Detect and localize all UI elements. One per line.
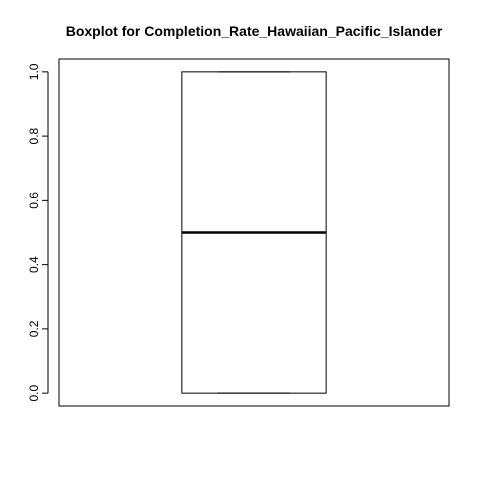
y-tick-label: 0.8 <box>27 127 41 144</box>
boxes-layer <box>181 71 327 394</box>
chart-title: Boxplot for Completion_Rate_Hawaiian_Pac… <box>66 23 443 39</box>
y-tick-label: 1.0 <box>27 63 41 80</box>
box-group <box>181 71 327 394</box>
y-axis: 0.0 0.2 0.4 0.6 0.8 1.0 <box>27 63 49 401</box>
y-tick-label: 0.4 <box>27 256 41 273</box>
plot-frame <box>58 58 450 407</box>
y-tick-label: 0.2 <box>27 320 41 337</box>
y-tick-label: 0.6 <box>27 192 41 209</box>
y-tick-label: 0.0 <box>27 384 41 401</box>
